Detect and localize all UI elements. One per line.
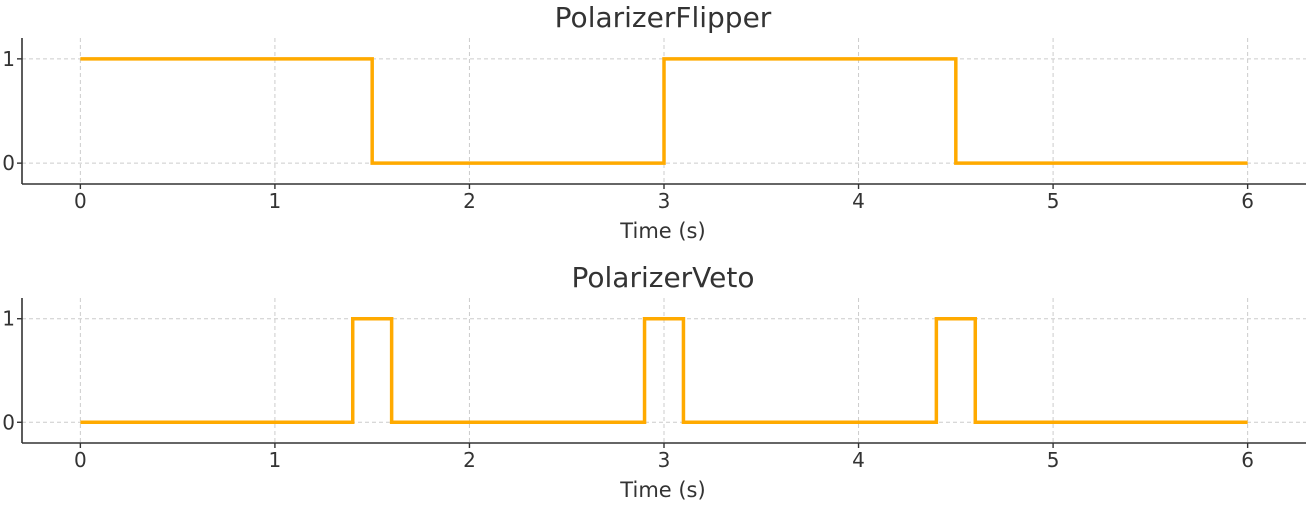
x-axis-label: Time (s) <box>619 219 705 243</box>
chart-title: PolarizerFlipper <box>555 1 772 34</box>
x-tick-label: 1 <box>269 189 282 213</box>
x-tick-label: 4 <box>852 189 865 213</box>
x-tick-label: 2 <box>463 189 476 213</box>
x-tick-label: 6 <box>1241 189 1254 213</box>
y-tick-label: 0 <box>2 410 15 434</box>
polarizer-veto-panel: PolarizerVeto 0 1 2 3 4 5 6 0 1 Time (s) <box>2 261 1306 502</box>
x-tick-label: 5 <box>1047 448 1060 472</box>
y-tick-label: 1 <box>2 307 15 331</box>
y-tick-label: 1 <box>2 47 15 71</box>
x-tick-label: 0 <box>74 448 87 472</box>
polarizer-flipper-panel: PolarizerFlipper 0 1 2 3 4 5 6 0 1 Time (s) <box>2 1 1306 243</box>
x-tick-label: 5 <box>1047 189 1060 213</box>
x-tick-label: 2 <box>463 448 476 472</box>
x-tick-label: 3 <box>658 189 671 213</box>
x-tick-label: 0 <box>74 189 87 213</box>
series-line <box>80 57 1248 165</box>
x-tick-label: 1 <box>269 448 282 472</box>
y-tick-label: 0 <box>2 151 15 175</box>
x-tick-label: 3 <box>658 448 671 472</box>
x-axis-label: Time (s) <box>619 478 705 502</box>
x-tick-label: 4 <box>852 448 865 472</box>
series-line <box>80 316 1248 425</box>
chart-title: PolarizerVeto <box>572 261 755 294</box>
x-tick-label: 6 <box>1241 448 1254 472</box>
